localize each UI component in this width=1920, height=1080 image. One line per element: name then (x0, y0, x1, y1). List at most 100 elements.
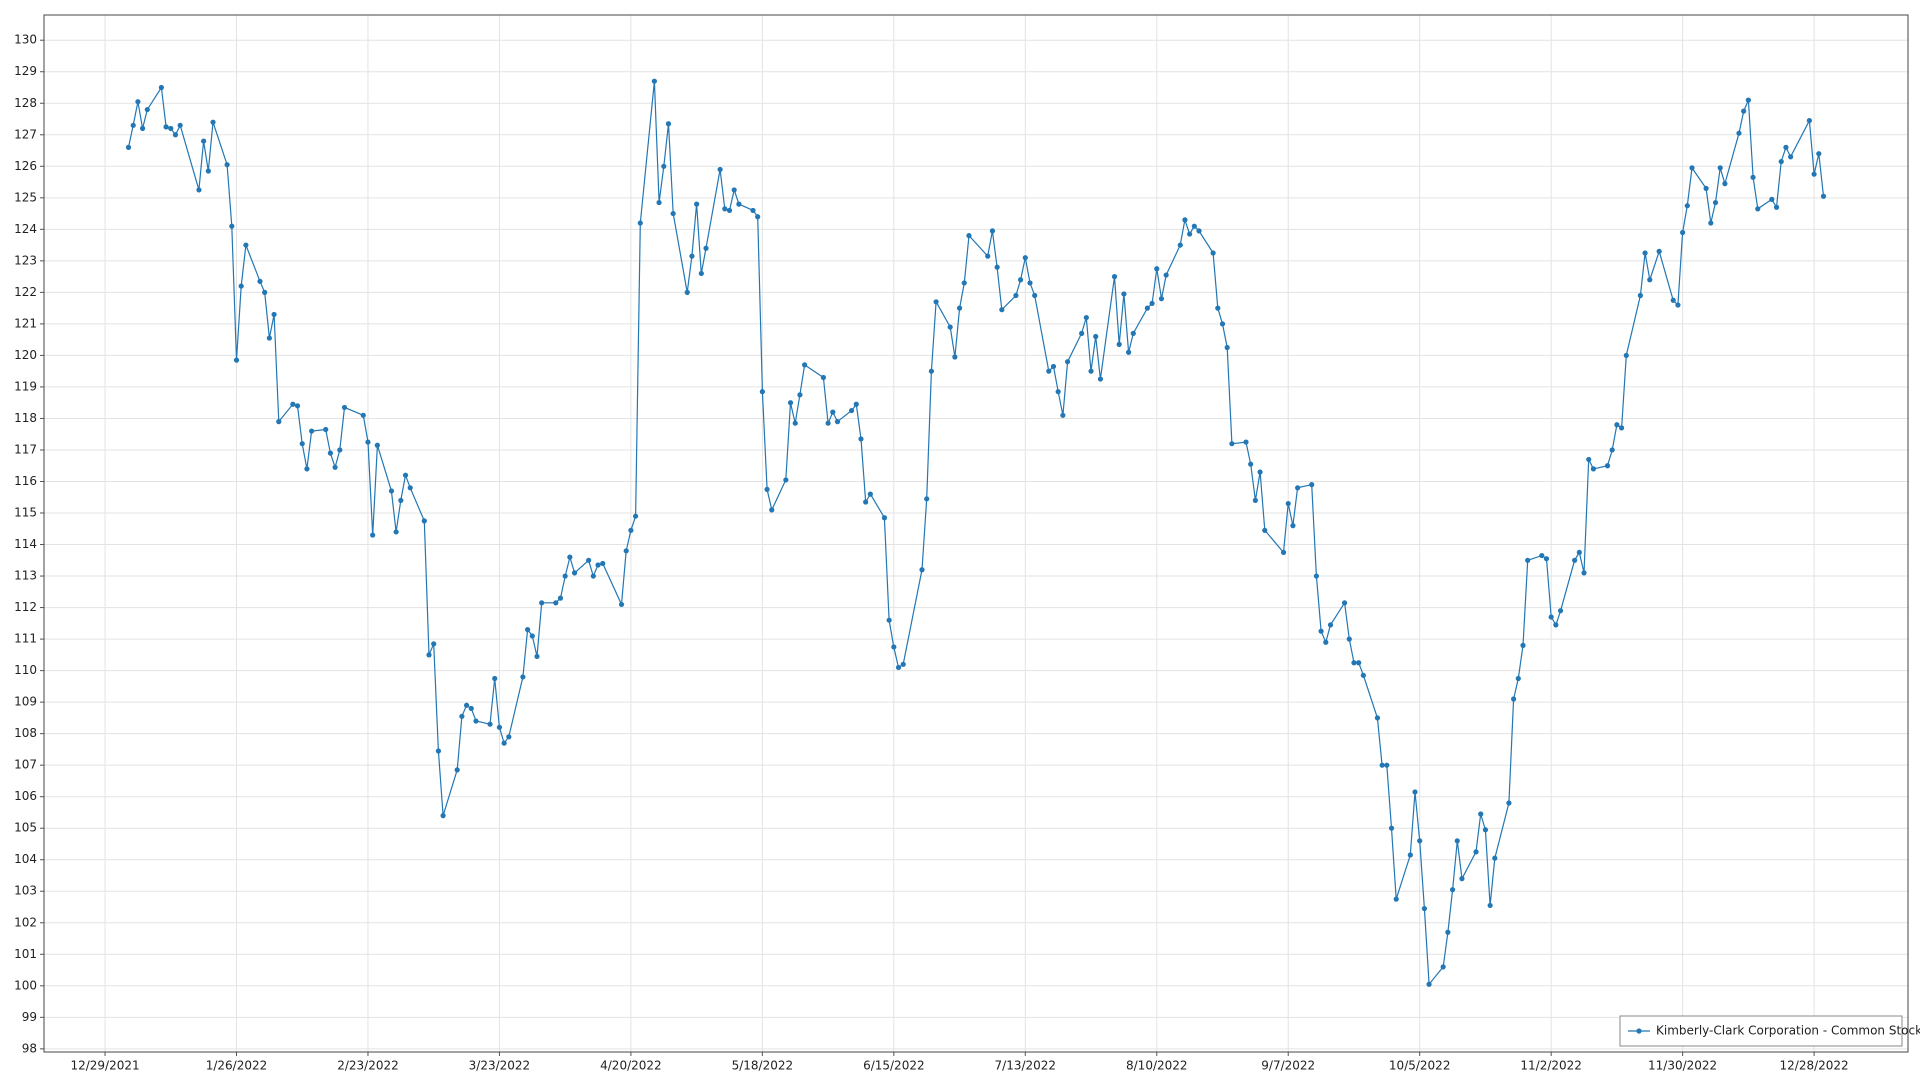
y-tick-label: 116 (14, 474, 37, 488)
data-point (1309, 482, 1315, 488)
data-point (895, 664, 902, 671)
y-tick-label: 115 (14, 506, 37, 520)
data-point (172, 132, 179, 138)
data-point (1050, 363, 1057, 370)
data-point (848, 407, 855, 414)
y-tick-label: 119 (14, 379, 37, 393)
data-point (755, 214, 761, 220)
data-point (309, 428, 315, 434)
data-point (1708, 220, 1714, 226)
data-point (1388, 825, 1395, 831)
y-tick-label: 110 (14, 663, 37, 677)
y-tick-label: 120 (14, 348, 37, 362)
data-point (1158, 296, 1165, 302)
y-tick-label: 108 (14, 726, 37, 740)
y-tick-label: 105 (14, 821, 37, 835)
data-point (628, 527, 634, 533)
data-point (1341, 600, 1348, 606)
data-point (421, 518, 427, 524)
data-point (1060, 412, 1066, 418)
data-point (243, 242, 249, 248)
data-point (304, 466, 310, 472)
x-tick-label: 12/28/2022 (1780, 1059, 1849, 1073)
data-point (1280, 549, 1287, 556)
data-point (1215, 305, 1221, 311)
data-point (299, 441, 305, 447)
data-point (1557, 608, 1564, 614)
data-point (468, 705, 474, 712)
data-point (1820, 193, 1827, 199)
data-point (1703, 185, 1709, 191)
data-point (1177, 242, 1183, 248)
data-point (698, 270, 704, 277)
data-point (989, 228, 996, 234)
data-point (1384, 762, 1390, 768)
data-point (966, 233, 972, 239)
data-point (656, 199, 662, 206)
data-point (294, 403, 301, 409)
data-point (1604, 463, 1611, 469)
data-point (144, 106, 150, 113)
data-point (1482, 827, 1489, 833)
x-tick-label: 11/2/2022 (1520, 1059, 1582, 1073)
y-tick-label: 127 (14, 127, 37, 141)
data-point (1295, 485, 1301, 491)
data-point (1440, 964, 1446, 970)
data-point (764, 486, 770, 492)
data-point (1285, 500, 1291, 507)
data-point (994, 264, 1000, 270)
data-point (590, 573, 596, 579)
data-point (431, 641, 437, 647)
legend-box (1619, 1015, 1903, 1047)
data-point (1553, 622, 1559, 628)
data-point (1454, 838, 1460, 844)
y-tick-label: 121 (14, 316, 37, 330)
data-point (426, 652, 432, 658)
data-point (562, 573, 568, 579)
data-point (496, 724, 503, 730)
data-point (1773, 204, 1780, 210)
x-tick-label: 5/18/2022 (732, 1059, 794, 1073)
data-point (867, 491, 873, 497)
data-point (1548, 614, 1554, 620)
data-point (632, 513, 639, 519)
data-point (1219, 321, 1226, 327)
data-point (1609, 447, 1615, 453)
data-point (276, 419, 282, 425)
data-point (1525, 557, 1531, 563)
data-point (1191, 223, 1197, 229)
data-point (407, 485, 413, 491)
x-tick-label: 3/23/2022 (469, 1059, 531, 1073)
data-point (1576, 549, 1582, 556)
data-point (924, 496, 930, 502)
data-point (726, 207, 733, 214)
data-point (1722, 181, 1728, 187)
data-point (266, 335, 272, 341)
y-tick-label: 122 (14, 285, 37, 299)
data-point (1478, 811, 1484, 817)
data-point (435, 748, 441, 754)
data-point (130, 122, 136, 128)
data-point (492, 675, 498, 682)
data-point (1741, 108, 1747, 114)
data-point (1313, 573, 1320, 579)
data-point (1623, 352, 1629, 359)
data-point (233, 357, 240, 363)
y-tick-label: 112 (14, 600, 37, 614)
data-point (525, 627, 531, 633)
data-point (1778, 158, 1784, 165)
data-point (1374, 715, 1381, 721)
data-point (1473, 849, 1479, 855)
data-point (717, 166, 723, 173)
data-point (323, 426, 329, 433)
data-point (1712, 199, 1719, 206)
data-point (651, 78, 657, 84)
data-point (1187, 231, 1193, 237)
data-point (1581, 570, 1587, 576)
data-point (1116, 341, 1122, 347)
data-point (999, 307, 1005, 313)
data-point (196, 187, 202, 193)
data-point (1032, 292, 1038, 299)
data-point (665, 121, 672, 127)
